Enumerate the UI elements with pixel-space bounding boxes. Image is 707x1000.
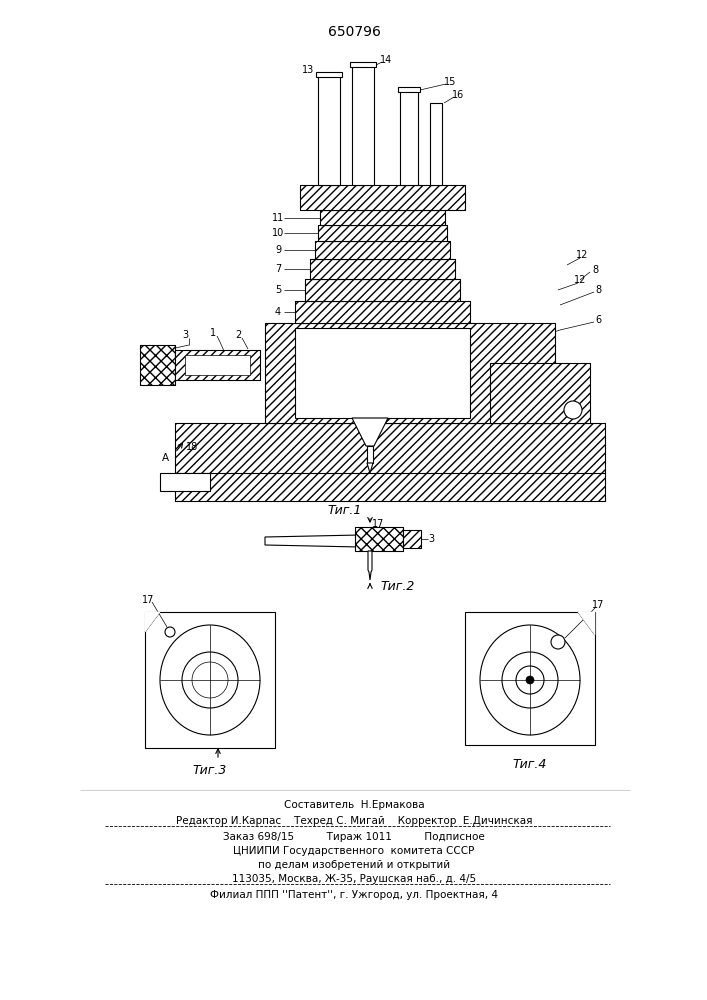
Text: 12: 12 — [575, 250, 588, 260]
Polygon shape — [368, 551, 372, 580]
Text: Τиг.3: Τиг.3 — [193, 764, 227, 776]
Polygon shape — [578, 612, 595, 635]
Bar — [398, 87, 420, 92]
Bar — [355, 527, 403, 551]
Bar — [175, 473, 605, 501]
Bar — [320, 210, 445, 225]
Bar — [295, 301, 470, 323]
Bar — [175, 350, 260, 380]
Text: 15: 15 — [444, 77, 456, 87]
Circle shape — [526, 676, 534, 684]
Circle shape — [192, 662, 228, 698]
Text: 3: 3 — [428, 534, 434, 544]
Text: 14: 14 — [380, 55, 392, 65]
Text: A: A — [161, 453, 168, 463]
Bar — [300, 185, 465, 210]
Bar — [315, 241, 450, 259]
Text: ЦНИИПИ Государственного  комитета СССР: ЦНИИПИ Государственного комитета СССР — [233, 846, 474, 856]
Bar — [318, 75, 340, 185]
Text: 10: 10 — [272, 228, 284, 238]
Text: 8: 8 — [595, 285, 601, 295]
Bar — [305, 279, 460, 301]
Bar — [310, 259, 455, 279]
Text: 113035, Москва, Ж-35, Раушская наб., д. 4/5: 113035, Москва, Ж-35, Раушская наб., д. … — [232, 874, 476, 884]
Polygon shape — [367, 463, 373, 473]
Text: 18: 18 — [186, 442, 198, 452]
Circle shape — [502, 652, 558, 708]
Text: 17: 17 — [592, 600, 604, 610]
Text: 3: 3 — [182, 330, 188, 340]
Bar — [316, 72, 342, 77]
Bar — [175, 423, 605, 475]
Text: 1: 1 — [210, 328, 216, 338]
Text: 16: 16 — [452, 90, 464, 100]
Text: Заказ 698/15          Тираж 1011          Подписное: Заказ 698/15 Тираж 1011 Подписное — [223, 832, 485, 842]
Bar — [265, 323, 555, 423]
Text: 6: 6 — [595, 315, 601, 325]
Bar — [295, 301, 470, 323]
Bar — [140, 345, 175, 385]
Ellipse shape — [480, 625, 580, 735]
Polygon shape — [352, 418, 388, 446]
Bar — [400, 90, 418, 185]
Bar — [350, 62, 376, 67]
Bar — [430, 103, 442, 185]
Polygon shape — [145, 612, 160, 632]
Bar — [465, 612, 595, 745]
Ellipse shape — [160, 625, 260, 735]
Polygon shape — [265, 535, 360, 547]
Bar — [140, 345, 175, 385]
Bar — [175, 423, 605, 475]
Bar — [403, 530, 421, 548]
Bar — [175, 473, 605, 501]
Bar — [160, 473, 210, 491]
Bar — [310, 259, 455, 279]
Bar — [318, 225, 447, 241]
Bar — [318, 225, 447, 241]
Text: 11: 11 — [272, 213, 284, 223]
Text: Составитель  Н.Ермакова: Составитель Н.Ермакова — [284, 800, 424, 810]
Bar — [403, 530, 421, 548]
Text: Τиг.1: Τиг.1 — [328, 504, 362, 516]
Bar — [145, 612, 275, 748]
Text: Τиг.4: Τиг.4 — [513, 758, 547, 772]
Text: 12: 12 — [574, 275, 586, 285]
Bar — [490, 363, 590, 423]
Circle shape — [551, 635, 565, 649]
Text: 650796: 650796 — [327, 25, 380, 39]
Bar — [295, 328, 470, 418]
Text: Τиг.2: Τиг.2 — [381, 580, 415, 593]
Text: Филиал ППП ''Патент'', г. Ужгород, ул. Проектная, 4: Филиал ППП ''Патент'', г. Ужгород, ул. П… — [210, 890, 498, 900]
Circle shape — [516, 666, 544, 694]
Text: 17: 17 — [372, 519, 384, 529]
Bar — [305, 279, 460, 301]
Bar — [300, 185, 465, 210]
Text: 7: 7 — [275, 264, 281, 274]
Bar — [320, 210, 445, 225]
Text: Редактор И.Карпас    Техред С. Мигай    Корректор  Е.Дичинская: Редактор И.Карпас Техред С. Мигай Коррек… — [176, 816, 532, 826]
Text: 5: 5 — [275, 285, 281, 295]
Text: 9: 9 — [275, 245, 281, 255]
Circle shape — [564, 401, 582, 419]
Text: 2: 2 — [235, 330, 241, 340]
Text: по делам изобретений и открытий: по делам изобретений и открытий — [258, 860, 450, 870]
Bar — [490, 363, 590, 423]
Text: 17: 17 — [142, 595, 154, 605]
Bar — [175, 350, 260, 380]
Bar — [315, 241, 450, 259]
Text: 8: 8 — [592, 265, 598, 275]
Bar — [367, 446, 373, 463]
Text: 4: 4 — [275, 307, 281, 317]
Text: 13: 13 — [302, 65, 314, 75]
Bar — [185, 355, 250, 375]
Bar — [355, 527, 403, 551]
Circle shape — [165, 627, 175, 637]
Circle shape — [182, 652, 238, 708]
Bar — [352, 65, 374, 185]
Bar — [265, 323, 555, 423]
